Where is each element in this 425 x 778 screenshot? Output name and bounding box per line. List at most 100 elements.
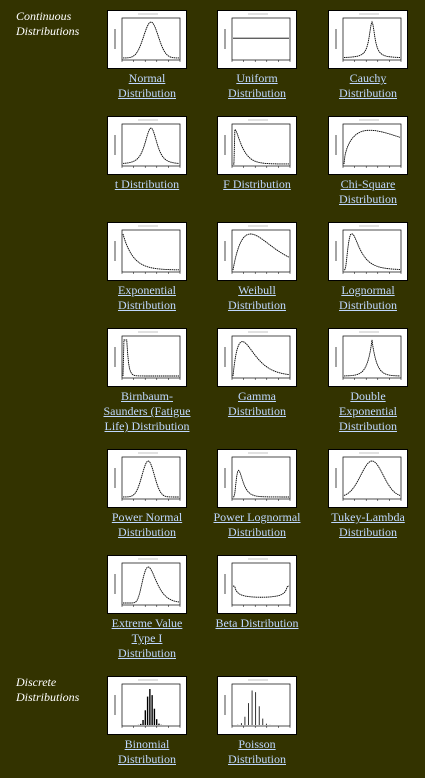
distribution-thumbnail-lognormal[interactable] <box>328 222 408 281</box>
distribution-thumbnail-chisq[interactable] <box>328 116 408 175</box>
distribution-link-normal[interactable]: Normal Distribution <box>92 71 202 101</box>
link-text-line: Saunders (Fatigue <box>103 404 191 418</box>
link-text-line: Distribution <box>338 192 397 206</box>
link-text-line: Power Lognormal <box>213 510 301 524</box>
distribution-link-tukey[interactable]: Tukey-Lambda Distribution <box>313 510 423 540</box>
link-text-line: Gamma <box>238 389 276 403</box>
distribution-card-f: F Distribution <box>202 116 312 192</box>
distribution-link-cauchy[interactable]: Cauchy Distribution <box>313 71 423 101</box>
distribution-card-t: t Distribution <box>92 116 202 192</box>
density-plot-binomial <box>114 679 181 728</box>
distribution-card-binomial: Binomial Distribution <box>92 676 202 767</box>
distribution-card-chisq: Chi-Square Distribution <box>313 116 423 207</box>
distribution-link-f[interactable]: F Distribution <box>202 177 312 192</box>
distribution-card-weibull: Weibull Distribution <box>202 222 312 313</box>
distribution-link-lognormal[interactable]: Lognormal Distribution <box>313 283 423 313</box>
distribution-card-normal: Normal Distribution <box>92 10 202 101</box>
distribution-link-beta[interactable]: Beta Distribution <box>202 616 312 631</box>
density-plot-chisq <box>335 119 402 168</box>
link-text-line: Normal <box>128 71 166 85</box>
density-plot-exponential <box>114 225 181 274</box>
distribution-link-exponential[interactable]: Exponential Distribution <box>92 283 202 313</box>
density-plot-beta <box>224 558 291 607</box>
link-text-line: Birnbaum- <box>121 389 173 403</box>
distribution-thumbnail-binomial[interactable] <box>107 676 187 735</box>
density-plot-tukey <box>335 452 402 501</box>
link-text-line: Poisson <box>238 737 276 751</box>
distribution-thumbnail-exponential[interactable] <box>107 222 187 281</box>
distribution-card-poisson: Poisson Distribution <box>202 676 312 767</box>
link-text-line: t Distribution <box>114 177 180 191</box>
distribution-card-uniform: Uniform Distribution <box>202 10 312 101</box>
distribution-card-plognormal: Power Lognormal Distribution <box>202 449 312 540</box>
link-text-line: Binomial <box>124 737 170 751</box>
density-plot-t <box>114 119 181 168</box>
distribution-thumbnail-gamma[interactable] <box>217 328 297 387</box>
distribution-link-pnormal[interactable]: Power Normal Distribution <box>92 510 202 540</box>
distribution-thumbnail-cauchy[interactable] <box>328 10 408 69</box>
density-plot-dexp <box>335 331 402 380</box>
distribution-link-gamma[interactable]: Gamma Distribution <box>202 389 312 419</box>
density-plot-gamma <box>224 331 291 380</box>
distribution-thumbnail-extreme[interactable] <box>107 555 187 614</box>
distribution-thumbnail-poisson[interactable] <box>217 676 297 735</box>
distribution-link-t[interactable]: t Distribution <box>92 177 202 192</box>
section-label-line: Distributions <box>16 690 80 704</box>
distribution-thumbnail-birnbaum[interactable] <box>107 328 187 387</box>
density-plot-cauchy <box>335 13 402 62</box>
link-text-line: Exponential <box>339 404 397 418</box>
link-text-line: Distribution <box>117 646 176 660</box>
section-label-line: Distributions <box>16 24 80 38</box>
distribution-thumbnail-dexp[interactable] <box>328 328 408 387</box>
distribution-thumbnail-normal[interactable] <box>107 10 187 69</box>
link-text-line: Uniform <box>236 71 278 85</box>
distribution-link-extreme[interactable]: Extreme Value Type I Distribution <box>92 616 202 661</box>
distribution-link-weibull[interactable]: Weibull Distribution <box>202 283 312 313</box>
density-plot-extreme <box>114 558 181 607</box>
link-text-line: Power Normal <box>111 510 183 524</box>
density-plot-weibull <box>224 225 291 274</box>
distribution-thumbnail-tukey[interactable] <box>328 449 408 508</box>
distribution-thumbnail-weibull[interactable] <box>217 222 297 281</box>
link-text-line: Distribution <box>117 86 176 100</box>
distribution-card-lognormal: Lognormal Distribution <box>313 222 423 313</box>
distribution-link-binomial[interactable]: Binomial Distribution <box>92 737 202 767</box>
link-text-line: Chi-Square <box>340 177 396 191</box>
distribution-thumbnail-pnormal[interactable] <box>107 449 187 508</box>
distribution-thumbnail-t[interactable] <box>107 116 187 175</box>
link-text-line: Distribution <box>227 86 286 100</box>
link-text-line: Distribution <box>227 525 286 539</box>
distribution-thumbnail-beta[interactable] <box>217 555 297 614</box>
distribution-card-birnbaum: Birnbaum- Saunders (Fatigue Life) Distribu… <box>92 328 202 434</box>
distribution-thumbnail-f[interactable] <box>217 116 297 175</box>
distribution-link-birnbaum[interactable]: Birnbaum- Saunders (Fatigue Life) Distribu… <box>92 389 202 434</box>
link-text-line: F Distribution <box>223 177 291 191</box>
link-text-line: Double <box>350 389 386 403</box>
density-plot-uniform <box>224 13 291 62</box>
distribution-card-extreme: Extreme Value Type I Distribution <box>92 555 202 661</box>
distribution-card-dexp: Double Exponential Distribution <box>313 328 423 434</box>
link-text-line: Exponential <box>118 283 176 297</box>
section-label-continuous: Continuous Distributions <box>16 9 96 39</box>
distribution-link-plognormal[interactable]: Power Lognormal Distribution <box>202 510 312 540</box>
density-plot-birnbaum <box>114 331 181 380</box>
link-text-line: Type I <box>131 631 163 645</box>
distribution-link-dexp[interactable]: Double Exponential Distribution <box>313 389 423 434</box>
distribution-link-poisson[interactable]: Poisson Distribution <box>202 737 312 767</box>
distribution-link-uniform[interactable]: Uniform Distribution <box>202 71 312 101</box>
link-text-line: Distribution <box>227 298 286 312</box>
link-text-line: Distribution <box>227 404 286 418</box>
density-plot-pnormal <box>114 452 181 501</box>
distribution-thumbnail-plognormal[interactable] <box>217 449 297 508</box>
distribution-link-chisq[interactable]: Chi-Square Distribution <box>313 177 423 207</box>
density-plot-lognormal <box>335 225 402 274</box>
link-text-line: Distribution <box>338 419 397 433</box>
distribution-thumbnail-uniform[interactable] <box>217 10 297 69</box>
link-text-line: Cauchy <box>349 71 387 85</box>
density-plot-plognormal <box>224 452 291 501</box>
link-text-line: Tukey-Lambda <box>331 510 405 524</box>
link-text-line: Distribution <box>338 525 397 539</box>
section-label-line: Discrete <box>16 675 57 689</box>
distribution-card-cauchy: Cauchy Distribution <box>313 10 423 101</box>
link-text-line: Distribution <box>338 86 397 100</box>
